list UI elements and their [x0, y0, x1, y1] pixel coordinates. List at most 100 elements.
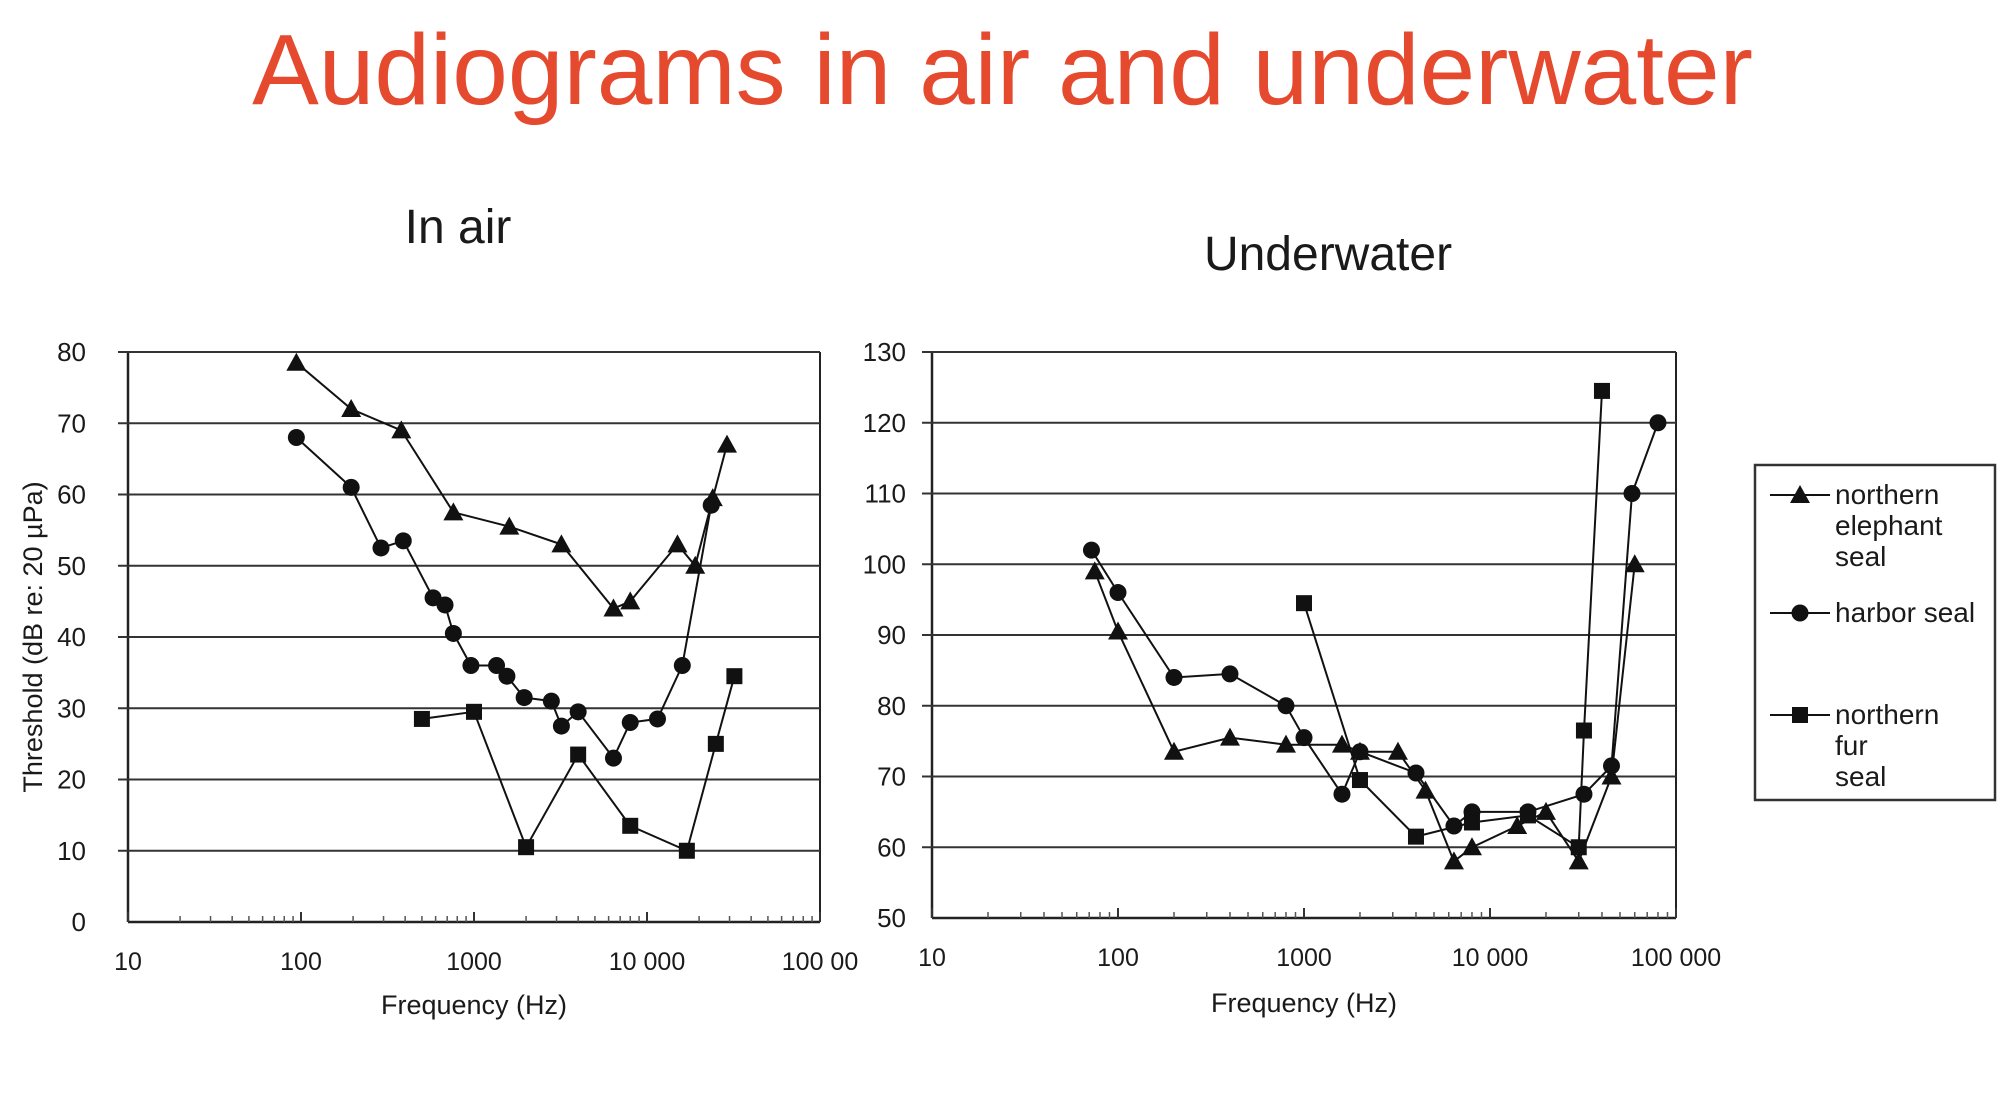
underwater-northern-fur-seal-point — [1519, 807, 1536, 824]
underwater-harbor-seal-point — [1602, 757, 1620, 775]
in-air-harbor-seal-point — [649, 710, 667, 728]
underwater-y-tick-label: 80 — [877, 691, 906, 721]
underwater-northern-elephant-seal-point — [1535, 801, 1556, 820]
in-air-northern-elephant-seal-line — [295, 361, 728, 610]
in-air-series-harbor-seal — [287, 429, 720, 767]
in-air-y-tick-label: 30 — [57, 693, 86, 723]
in-air-northern-fur-seal-point — [726, 668, 743, 685]
underwater-northern-fur-seal-point — [1575, 722, 1592, 739]
underwater-northern-elephant-seal-point — [1275, 734, 1296, 753]
legend-label-harbor-seal: harbor seal — [1835, 597, 1975, 628]
in-air-northern-fur-seal-point — [622, 817, 639, 834]
in-air-y-tick-label: 10 — [57, 836, 86, 866]
in-air-harbor-seal-point — [444, 624, 462, 642]
in-air-northern-fur-seal-point — [466, 703, 482, 720]
in-air-chart-title: In air — [405, 201, 512, 254]
in-air-harbor-seal-point — [604, 749, 622, 767]
underwater-northern-elephant-seal-point — [1219, 727, 1240, 746]
in-air-northern-elephant-seal-point — [620, 591, 641, 610]
underwater-x-tick-label: 10 000 — [1452, 944, 1528, 972]
in-air-series-northern-fur-seal — [413, 668, 743, 859]
in-air-harbor-seal-point — [372, 539, 390, 557]
in-air-y-tick-label: 0 — [72, 907, 86, 937]
legend: northern elephant seal harbor seal northern f… — [1753, 463, 1997, 802]
in-air-x-tick-label: 100 00 — [782, 948, 858, 976]
in-air-northern-elephant-seal-point — [286, 352, 307, 371]
underwater-harbor-seal-point — [1082, 541, 1100, 559]
underwater-y-tick-label: 90 — [877, 620, 906, 650]
in-air-harbor-seal-point — [702, 496, 720, 514]
in-air-harbor-seal-point — [515, 689, 533, 707]
underwater-chart-title: Underwater — [1204, 228, 1452, 281]
in-air-northern-fur-seal-point — [518, 839, 535, 856]
underwater-northern-fur-seal-point — [1463, 814, 1480, 831]
in-air-northern-fur-seal-line — [421, 675, 736, 853]
in-air-y-tick-label: 70 — [57, 408, 86, 438]
in-air-y-tick-label: 60 — [57, 480, 86, 510]
in-air-harbor-seal-point — [436, 596, 454, 614]
in-air-northern-elephant-seal-point — [603, 598, 624, 617]
underwater-harbor-seal-point — [1649, 414, 1667, 432]
in-air-series-northern-elephant-seal — [286, 352, 737, 617]
in-air-harbor-seal-point — [498, 667, 516, 685]
underwater-x-tick-label: 100 000 — [1631, 944, 1721, 972]
underwater-series-northern-elephant-seal — [1084, 554, 1645, 870]
underwater-northern-elephant-seal-point — [1568, 851, 1589, 870]
underwater-harbor-seal-point — [1575, 785, 1593, 803]
underwater-y-tick-label: 130 — [863, 337, 906, 367]
in-air-y-tick-label: 20 — [57, 765, 86, 795]
underwater-harbor-seal-point — [1623, 485, 1641, 502]
page-title: Audiograms in air and underwater — [252, 14, 1753, 126]
underwater-harbor-seal-point — [1407, 764, 1425, 782]
in-air-harbor-seal-point — [462, 657, 480, 674]
in-air-northern-fur-seal-point — [413, 710, 430, 727]
in-air-harbor-seal-point — [552, 717, 570, 735]
in-air-northern-elephant-seal-point — [391, 420, 412, 439]
underwater-y-tick-label: 120 — [863, 408, 906, 438]
in-air-x-tick-label: 10 000 — [609, 948, 685, 976]
in-air-x-tick-label: 1000 — [446, 948, 502, 976]
in-air-northern-fur-seal-point — [678, 842, 695, 859]
underwater-x-axis-label: Frequency (Hz) — [1211, 988, 1397, 1018]
underwater-harbor-seal-point — [1333, 785, 1351, 803]
underwater-series-harbor-seal — [1082, 414, 1667, 835]
in-air-northern-elephant-seal-point — [499, 516, 520, 535]
in-air-y-tick-label: 50 — [57, 551, 86, 581]
underwater-northern-elephant-seal-point — [1461, 837, 1482, 856]
in-air-y-tick-label: 40 — [57, 622, 86, 652]
legend-marker-northern-fur-seal — [1792, 707, 1808, 723]
in-air-harbor-seal-point — [673, 657, 691, 674]
underwater-harbor-seal-point — [1165, 668, 1183, 686]
underwater-northern-fur-seal-line — [1303, 390, 1603, 850]
in-air-northern-elephant-seal-point — [341, 399, 362, 417]
underwater-x-tick-label: 100 — [1097, 944, 1139, 972]
in-air-northern-elephant-seal-point — [716, 434, 737, 453]
in-air-chart: In air 0 10 20 30 40 50 60 70 80 10 100 1000 10 000 10… — [18, 201, 858, 1020]
underwater-y-tick-label: 60 — [877, 832, 906, 862]
underwater-harbor-seal-line — [1090, 422, 1659, 828]
underwater-y-tick-label: 70 — [877, 762, 906, 792]
underwater-northern-elephant-seal-point — [1507, 816, 1528, 835]
in-air-harbor-seal-point — [621, 714, 639, 731]
underwater-northern-fur-seal-point — [1351, 772, 1368, 789]
underwater-northern-fur-seal-point — [1407, 828, 1424, 845]
underwater-x-tick-label: 1000 — [1276, 944, 1332, 972]
in-air-harbor-seal-point — [342, 478, 360, 496]
underwater-northern-fur-seal-point — [1570, 839, 1587, 856]
legend-box — [1753, 463, 1997, 802]
in-air-x-tick-label: 100 — [280, 948, 322, 976]
underwater-harbor-seal-point — [1277, 697, 1295, 715]
in-air-y-tick-label: 80 — [57, 337, 86, 367]
underwater-northern-elephant-seal-point — [1601, 766, 1622, 785]
in-air-northern-fur-seal-point — [707, 735, 724, 752]
in-air-harbor-seal-point — [394, 532, 412, 550]
underwater-chart: Underwater 50 60 70 80 90 100 110 120 130 10 100 100… — [863, 228, 1722, 1018]
underwater-northern-elephant-seal-point — [1084, 561, 1105, 580]
underwater-northern-elephant-seal-point — [1624, 554, 1645, 573]
in-air-northern-elephant-seal-point — [667, 534, 688, 553]
in-air-northern-elephant-seal-point — [443, 502, 464, 521]
underwater-northern-elephant-seal-point — [1331, 734, 1352, 753]
legend-marker-harbor-seal — [1791, 604, 1809, 622]
legend-marker-northern-elephant-seal — [1790, 485, 1810, 503]
